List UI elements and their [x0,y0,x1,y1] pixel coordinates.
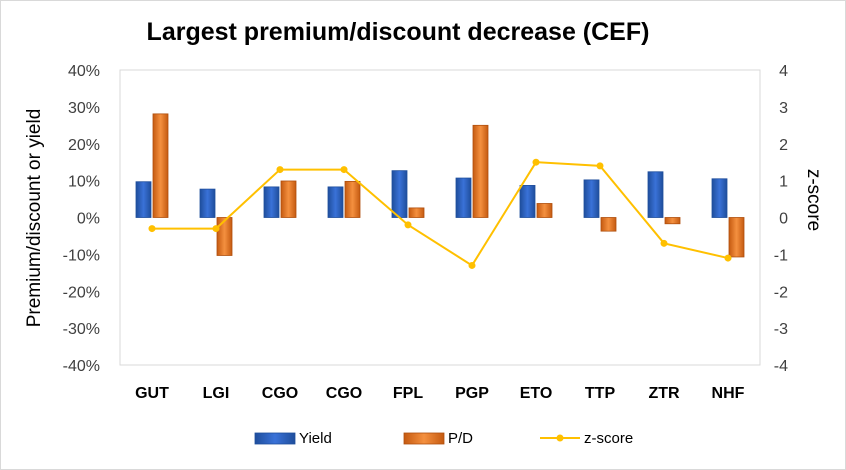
yield-bar [583,179,600,218]
left-tick-label: 10% [68,174,100,191]
pd-bar [408,207,425,218]
pd-bar [216,217,233,256]
right-tick-label: -1 [774,247,788,264]
zscore-point [340,166,348,174]
category-label: CGO [262,385,298,402]
right-tick-label: -2 [774,284,788,301]
yield-bar [711,178,728,218]
zscore-point [660,239,668,247]
category-label: FPL [393,385,423,402]
left-axis-ticks: 40% 30% 20% 10% 0% -10% -20% -30% -40% [63,63,100,375]
zscore-point [468,261,476,269]
right-tick-label: -4 [774,358,788,375]
zscore-line [152,161,729,267]
zscore-point [532,158,540,166]
yield-bar [455,177,472,218]
yield-bar [327,186,344,218]
right-axis-ticks: 4 3 2 1 0 -1 -2 -3 -4 [774,63,788,375]
pd-bar [600,217,617,232]
category-label: NHF [712,385,745,402]
zscore-point [404,221,412,229]
category-label: TTP [585,385,616,402]
right-tick-label: 4 [779,63,788,80]
left-tick-label: -30% [63,321,100,338]
pd-bar [152,113,169,218]
left-tick-label: 0% [77,211,100,228]
category-label: ZTR [648,385,680,402]
zscore-line-group [148,158,732,269]
legend-zscore-label: z-score [584,430,633,447]
category-label: LGI [203,385,230,402]
zscore-point [148,225,156,233]
right-tick-label: -3 [774,321,788,338]
left-tick-label: 20% [68,137,100,154]
legend-pd-swatch [403,432,445,445]
category-label: ETO [520,385,553,402]
legend-yield-label: Yield [299,430,332,447]
category-label: CGO [326,385,362,402]
legend-pd-label: P/D [448,430,473,447]
yield-bar [391,170,408,218]
zscore-point [276,166,284,174]
zscore-point [212,225,220,233]
left-tick-label: -10% [63,247,100,264]
yield-bar [519,185,536,218]
pd-bar [344,180,361,218]
legend-zscore-marker [556,434,564,442]
pd-bar [664,217,681,225]
legend: Yield P/D z-score [254,430,633,447]
right-tick-label: 2 [779,137,788,154]
yield-bar [647,171,664,218]
zscore-point [596,162,604,170]
right-tick-label: 3 [779,100,788,117]
right-tick-label: 0 [779,211,788,228]
y2-axis-title: z-score [803,169,824,231]
right-tick-label: 1 [779,174,788,191]
chart-title: Largest premium/discount decrease (CEF) [146,18,650,46]
zscore-point [724,254,732,262]
left-tick-label: 40% [68,63,100,80]
pd-bar [536,203,553,218]
pd-bar [472,124,489,218]
y-axis-title: Premium/discount or yield [24,109,45,328]
category-label: GUT [135,385,169,402]
yield-bar [135,181,152,218]
left-tick-label: 30% [68,100,100,117]
yield-bar [263,186,280,218]
pd-bar [280,180,297,218]
left-tick-label: -20% [63,284,100,301]
bars-group [135,113,745,258]
left-tick-label: -40% [63,358,100,375]
yield-bar [199,188,216,218]
plot-area [119,69,761,366]
pd-bar [728,217,745,258]
legend-yield-swatch [254,432,296,445]
category-labels: GUT LGI CGO CGO FPL PGP ETO TTP ZTR NHF [135,385,745,402]
category-label: PGP [455,385,489,402]
plot-border [119,69,761,366]
